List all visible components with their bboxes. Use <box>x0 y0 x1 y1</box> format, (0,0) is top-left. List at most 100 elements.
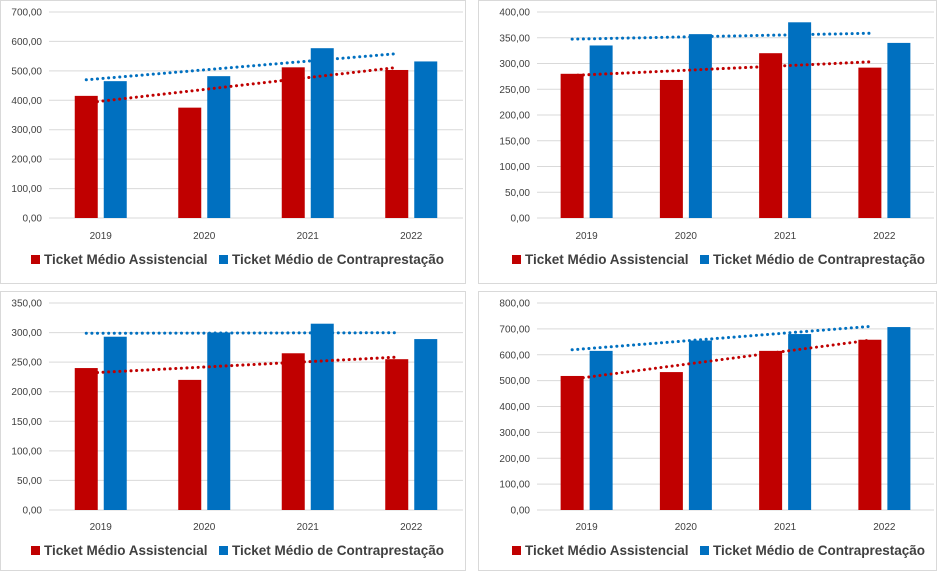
x-tick-label: 2021 <box>297 522 320 533</box>
y-tick-label: 100,00 <box>499 480 530 491</box>
y-tick-label: 300,00 <box>499 428 530 439</box>
y-tick-label: 0,00 <box>23 214 43 225</box>
bar-assistencial <box>74 368 98 510</box>
y-tick-label: 600,00 <box>499 350 530 361</box>
y-tick-label: 800,00 <box>499 299 530 310</box>
bar-contraprestacao <box>103 81 127 219</box>
bar-assistencial <box>759 53 783 219</box>
x-tick-label: 2022 <box>400 522 423 533</box>
bar-contraprestacao <box>414 61 438 218</box>
trendline-contraprestacao <box>570 31 872 41</box>
x-tick-label: 2021 <box>774 522 797 533</box>
bar-contraprestacao <box>310 323 334 510</box>
y-tick-label: 200,00 <box>11 387 42 398</box>
y-tick-label: 100,00 <box>11 446 42 457</box>
chart-panel-bottom-left: 0,00 50,00 100,00 150,00 200,00 250,00 300,00 3… <box>0 291 466 571</box>
bar-assistencial <box>281 353 305 510</box>
bar-assistencial <box>759 350 783 510</box>
legend-label-assistencial: Ticket Médio Assistencial <box>44 252 208 267</box>
legend-swatch-contraprestacao <box>219 255 228 264</box>
y-tick-label: 0,00 <box>23 506 43 517</box>
legend-label-contraprestacao: Ticket Médio de Contraprestação <box>232 252 444 267</box>
legend-label-contraprestacao: Ticket Médio de Contraprestação <box>713 252 925 267</box>
chart-svg: 0,00 50,00 100,00 150,00 200,00 250,00 300,00 3… <box>499 8 934 267</box>
legend-swatch-assistencial <box>512 546 521 555</box>
x-tick-label: 2020 <box>193 231 216 242</box>
y-tick-label: 0,00 <box>511 214 531 225</box>
y-tick-label: 250,00 <box>499 85 530 96</box>
y-tick-label: 350,00 <box>499 33 530 44</box>
y-tick-label: 150,00 <box>11 417 42 428</box>
bar-contraprestacao <box>207 76 231 218</box>
y-tick-label: 500,00 <box>499 376 530 387</box>
y-tick-label: 150,00 <box>499 136 530 147</box>
x-tick-label: 2021 <box>774 231 797 242</box>
y-tick-label: 200,00 <box>11 155 42 166</box>
bar-contraprestacao <box>103 336 127 510</box>
legend-swatch-assistencial <box>31 255 40 264</box>
trendline-assistencial <box>84 355 399 375</box>
bar-contraprestacao <box>887 327 911 510</box>
x-tick-label: 2020 <box>675 522 698 533</box>
bar-contraprestacao <box>688 34 712 218</box>
y-tick-label: 300,00 <box>499 59 530 70</box>
bar-assistencial <box>281 67 305 218</box>
y-tick-label: 500,00 <box>11 66 42 77</box>
x-tick-label: 2022 <box>873 231 896 242</box>
legend-label-contraprestacao: Ticket Médio de Contraprestação <box>232 543 444 558</box>
y-tick-label: 300,00 <box>11 125 42 136</box>
trendline-contraprestacao <box>84 331 399 335</box>
y-tick-label: 50,00 <box>505 188 530 199</box>
legend-label-assistencial: Ticket Médio Assistencial <box>525 252 689 267</box>
bar-assistencial <box>858 339 882 510</box>
y-tick-label: 50,00 <box>17 476 42 487</box>
x-tick-label: 2019 <box>576 522 599 533</box>
bar-contraprestacao <box>414 339 438 510</box>
bar-assistencial <box>385 69 409 218</box>
x-tick-label: 2022 <box>873 522 896 533</box>
bar-contraprestacao <box>688 340 712 510</box>
legend-label-assistencial: Ticket Médio Assistencial <box>44 543 208 558</box>
chart-svg: 0,00 50,00 100,00 150,00 200,00 250,00 300,00 3… <box>11 299 463 558</box>
y-tick-label: 400,00 <box>499 8 530 19</box>
chart-panel-top-left: 0,00 100,00 200,00 300,00 400,00 500,00 600,00… <box>0 0 466 284</box>
legend-swatch-contraprestacao <box>219 546 228 555</box>
y-tick-label: 700,00 <box>11 8 42 19</box>
legend-swatch-contraprestacao <box>700 546 709 555</box>
y-tick-label: 350,00 <box>11 299 42 310</box>
x-tick-label: 2021 <box>297 231 320 242</box>
bar-contraprestacao <box>788 22 812 218</box>
y-tick-label: 200,00 <box>499 111 530 122</box>
bar-contraprestacao <box>207 332 231 510</box>
y-tick-label: 0,00 <box>511 506 531 517</box>
y-tick-label: 200,00 <box>499 454 530 465</box>
bar-contraprestacao <box>589 45 613 218</box>
trendline-assistencial <box>570 338 872 381</box>
bar-assistencial <box>560 73 584 218</box>
bar-assistencial <box>659 372 683 510</box>
chart-svg: 0,00 100,00 200,00 300,00 400,00 500,00 600,00… <box>11 8 463 267</box>
trendline-assistencial <box>84 66 399 105</box>
legend-swatch-assistencial <box>31 546 40 555</box>
bar-assistencial <box>178 107 202 218</box>
bar-contraprestacao <box>589 350 613 510</box>
y-tick-label: 400,00 <box>499 402 530 413</box>
x-tick-label: 2019 <box>90 522 113 533</box>
legend-swatch-contraprestacao <box>700 255 709 264</box>
bar-assistencial <box>858 67 882 219</box>
bar-assistencial <box>560 375 584 510</box>
bar-contraprestacao <box>887 42 911 219</box>
legend-label-assistencial: Ticket Médio Assistencial <box>525 543 689 558</box>
chart-panel-top-right: 0,00 50,00 100,00 150,00 200,00 250,00 300,00 3… <box>478 0 937 284</box>
y-tick-label: 300,00 <box>11 328 42 339</box>
y-tick-label: 100,00 <box>11 184 42 195</box>
trendline-contraprestacao <box>84 52 399 82</box>
y-tick-label: 600,00 <box>11 37 42 48</box>
x-tick-label: 2020 <box>675 231 698 242</box>
bar-contraprestacao <box>788 334 812 510</box>
x-tick-label: 2019 <box>576 231 599 242</box>
legend-swatch-assistencial <box>512 255 521 264</box>
bar-assistencial <box>74 95 98 218</box>
trendline-assistencial <box>570 60 872 77</box>
chart-panel-bottom-right: 0,00 100,00 200,00 300,00 400,00 500,00 600,00… <box>478 291 937 571</box>
